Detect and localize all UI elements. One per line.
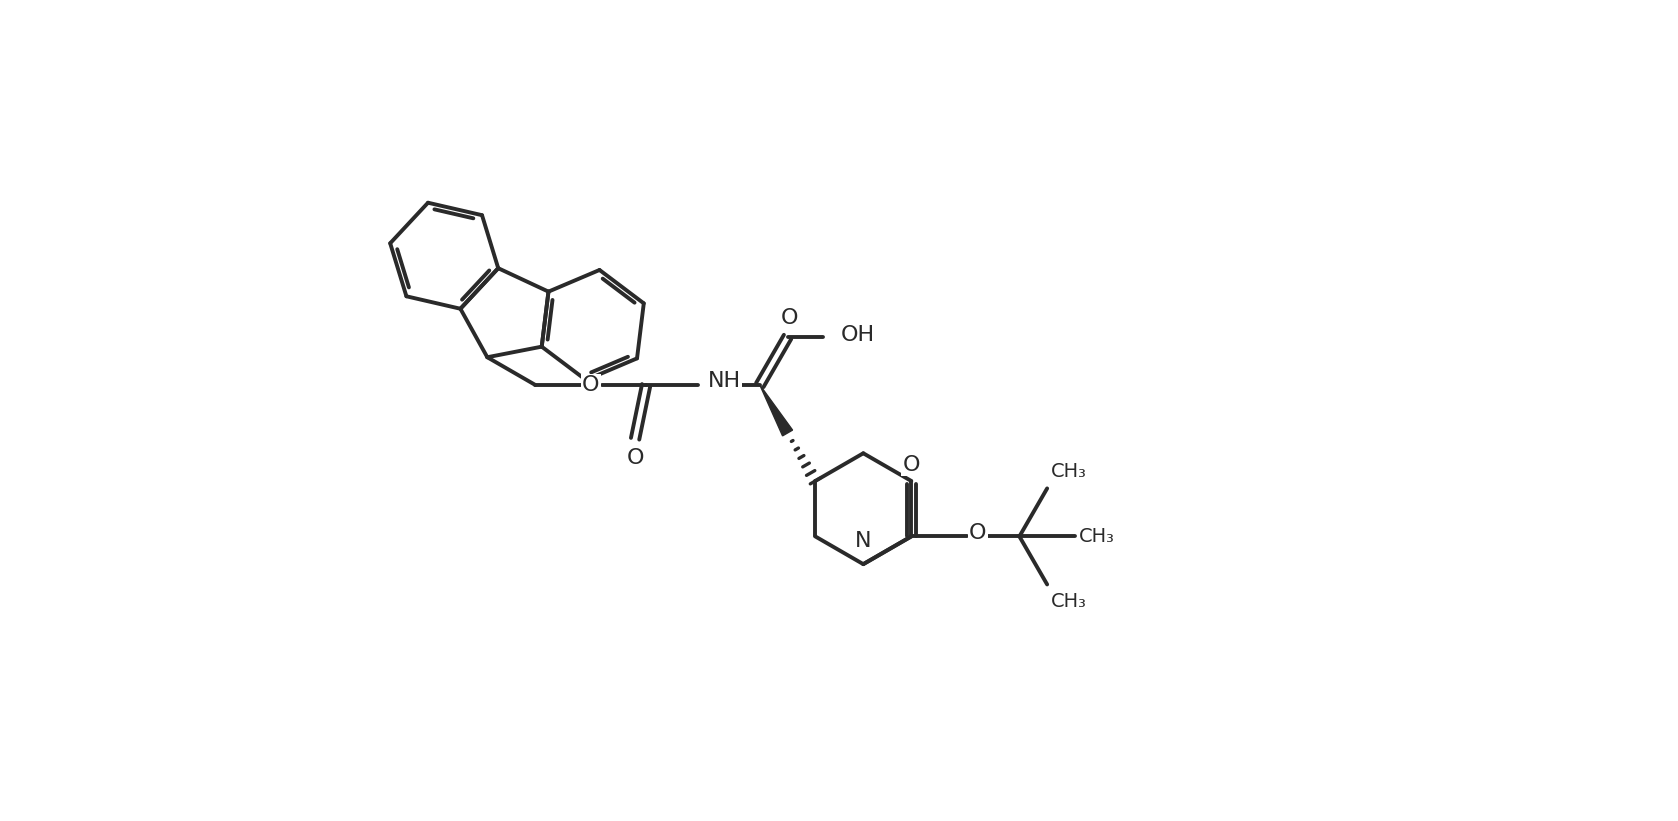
Text: O: O [970,523,987,543]
Text: CH₃: CH₃ [1079,527,1114,546]
Text: O: O [582,375,599,395]
Text: OH: OH [841,325,874,346]
Text: CH₃: CH₃ [1050,461,1087,481]
Text: CH₃: CH₃ [1050,592,1087,611]
Polygon shape [760,385,792,436]
Text: NH: NH [708,371,742,391]
Text: O: O [903,455,920,475]
Text: N: N [856,531,871,551]
Text: O: O [780,308,797,328]
Text: O: O [626,448,644,468]
